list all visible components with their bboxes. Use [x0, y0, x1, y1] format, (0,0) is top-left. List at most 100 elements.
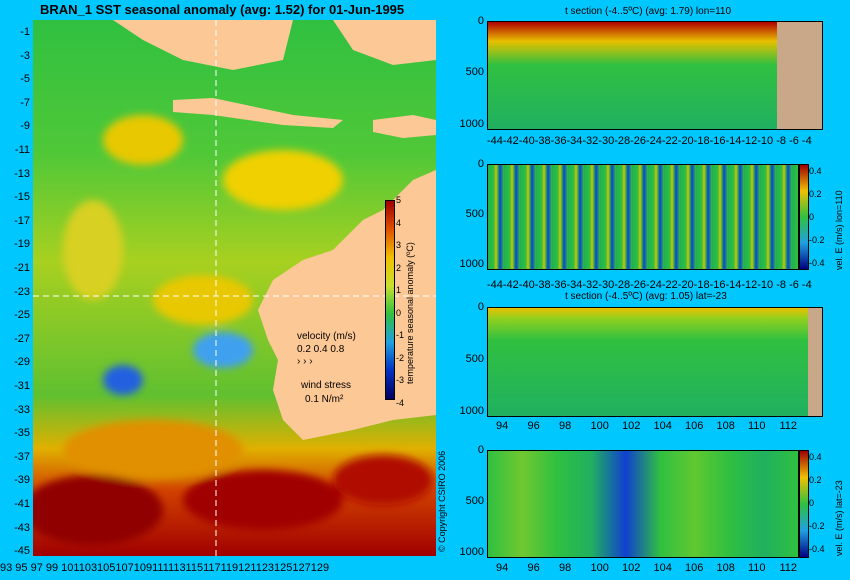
p3xt-tick: 110: [748, 420, 766, 432]
panel1-temperature-section[interactable]: [487, 21, 823, 130]
cbticks-tick: -2: [396, 352, 405, 363]
p4xt-tick: 98: [559, 562, 572, 574]
colorbar-label: temperature seasonal anomaly (ºC): [405, 242, 415, 384]
panel3-land: [808, 308, 822, 416]
latticks-tick: -33: [14, 403, 30, 416]
p4cb-tick: 0.4: [809, 452, 822, 462]
p1yt-tick: 1000: [459, 117, 484, 130]
velocity-arrows: › › ›: [297, 356, 313, 367]
p4cb-tick: -0.4: [809, 544, 825, 554]
p1yt-tick: 500: [465, 66, 484, 79]
panel4-velocity-section[interactable]: [487, 450, 799, 558]
wind-label: wind stress: [301, 380, 352, 391]
p4xt-tick: 110: [748, 562, 766, 574]
p2cb-tick: 0.4: [809, 166, 822, 176]
latticks-tick: -31: [14, 380, 30, 392]
velocity-scale: 0.2 0.4 0.8: [297, 344, 345, 355]
latticks-tick: -39: [14, 474, 30, 487]
p4yt-tick: 500: [465, 494, 484, 507]
panel4-colorbar: [799, 450, 809, 558]
p4xt-tick: 106: [685, 562, 704, 574]
p1yt-tick: 0: [477, 15, 484, 27]
p4cb-tick: 0: [809, 498, 815, 508]
latticks-tick: -25: [14, 309, 30, 322]
panel3-title: t section (-4..5ºC) (avg: 1.05) lat=-23: [565, 291, 727, 302]
latticks-tick: -23: [14, 285, 30, 298]
p3xt-tick: 100: [590, 420, 609, 432]
latticks-tick: -5: [20, 73, 30, 86]
p3yt-tick: 500: [465, 352, 484, 365]
p4cb-tick: -0.2: [809, 521, 825, 531]
latticks-tick: -15: [14, 191, 30, 204]
p4yt-tick: 0: [477, 444, 484, 456]
panel2-velocity-section[interactable]: [487, 164, 799, 270]
p4xt-tick: 102: [622, 562, 641, 574]
panel1-land: [777, 22, 822, 129]
p2yt-tick: 500: [465, 207, 484, 220]
timor-land: [373, 115, 436, 138]
cbticks-tick: 0: [396, 307, 402, 318]
p3xt-tick: 102: [622, 420, 641, 432]
lon-axis: 93 95 97 99 1011031051071091111131151171…: [0, 562, 330, 574]
p4yt-tick: 1000: [459, 545, 484, 558]
map-title: BRAN_1 SST seasonal anomaly (avg: 1.52) …: [40, 2, 405, 17]
p3xt-tick: 104: [653, 420, 672, 432]
p2cb-tick: 0.2: [809, 189, 822, 199]
cbticks-tick: 3: [396, 240, 402, 250]
latticks-tick: -29: [14, 356, 30, 369]
cbticks-tick: -4: [396, 397, 405, 408]
p4cb-tick: 0.2: [809, 475, 822, 485]
p2yt-tick: 0: [477, 158, 484, 170]
cbticks-tick: 5: [396, 195, 402, 205]
p2yt-tick: 1000: [459, 257, 484, 270]
p4xt-tick: 100: [590, 562, 609, 574]
latticks-tick: -7: [20, 96, 30, 109]
p4xt-tick: 104: [653, 562, 672, 574]
map-canvas: [33, 20, 436, 556]
latticks-tick: -17: [14, 214, 30, 227]
sst-anomaly-map[interactable]: [33, 20, 436, 556]
cbticks-tick: 4: [396, 217, 402, 228]
cbticks-tick: -1: [396, 330, 405, 340]
latticks-tick: -35: [14, 427, 30, 440]
latticks-tick: -45: [14, 545, 30, 558]
cbticks-tick: -3: [396, 375, 405, 385]
latticks-tick: -1: [20, 26, 30, 38]
sulawesi-land: [333, 20, 436, 65]
p4xt-tick: 112: [779, 562, 798, 574]
cbticks-tick: 2: [396, 262, 402, 273]
p2cb-tick: -0.2: [809, 235, 825, 245]
latticks-tick: -43: [14, 521, 30, 534]
wind-scale: 0.1 N/m²: [305, 394, 344, 405]
p3xt-tick: 94: [496, 420, 509, 432]
copyright: © Copyright CSIRO 2006: [437, 450, 447, 552]
panel2-colorbar: [799, 164, 809, 270]
borneo-land: [113, 20, 293, 70]
latticks-tick: -11: [14, 144, 30, 156]
panel3-temperature-section[interactable]: [487, 307, 823, 417]
p3yt-tick: 0: [477, 301, 484, 313]
anomaly-eddies: [33, 115, 433, 545]
p3xt-tick: 108: [716, 420, 735, 432]
latticks-tick: -21: [14, 262, 30, 274]
p4xt-tick: 94: [496, 562, 509, 574]
panel2-colorbar-label: vel. E (m/s) lon=110: [834, 190, 844, 270]
latticks-tick: -37: [14, 450, 30, 463]
latticks-tick: -9: [20, 120, 30, 133]
cbticks-tick: 1: [396, 285, 402, 295]
p3xt-tick: 96: [527, 420, 540, 432]
p2cb-tick: -0.4: [809, 258, 825, 268]
latticks-tick: -13: [14, 167, 30, 180]
panel4-colorbar-label: vel. E (m/s) lat=-23: [834, 480, 844, 556]
p3xt-tick: 112: [779, 420, 798, 432]
latticks-tick: -41: [14, 498, 30, 510]
velocity-label: velocity (m/s): [297, 331, 356, 342]
panel1-lat-axis: -44-42-40-38-36-34-32-30-28-26-24-22-20-…: [487, 135, 812, 147]
latticks-tick: -19: [14, 238, 30, 251]
p3yt-tick: 1000: [459, 404, 484, 417]
panel2-lat-axis: -44-42-40-38-36-34-32-30-28-26-24-22-20-…: [487, 279, 812, 291]
latticks-tick: -3: [20, 49, 30, 62]
p3xt-tick: 98: [559, 420, 572, 432]
p4xt-tick: 96: [527, 562, 540, 574]
p3xt-tick: 106: [685, 420, 704, 432]
